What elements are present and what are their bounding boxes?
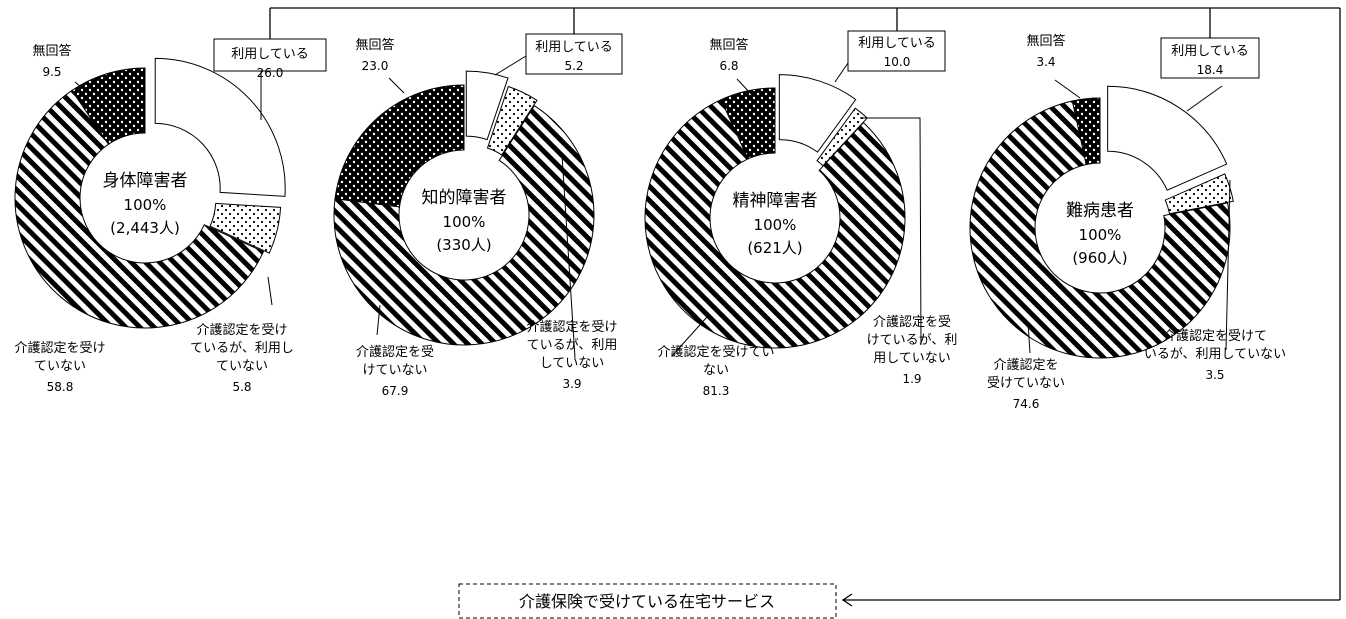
slice-label: 介護認定を受け	[14, 340, 105, 356]
pie-slice-certified_not_using	[486, 85, 538, 156]
footer-label: 介護保険で受けている在宅サービス	[519, 592, 775, 611]
slice-label: ていない	[34, 359, 86, 374]
slice-label: けていない	[362, 363, 427, 378]
slice-label: けているが、利	[867, 333, 958, 348]
center-title: 精神障害者	[733, 191, 818, 211]
slice-label: 介護認定を受けて	[1163, 328, 1267, 344]
leader-line	[834, 62, 849, 83]
center-title: 難病患者	[1066, 201, 1134, 221]
slice-label: 無回答	[355, 37, 394, 53]
connector-bracket	[270, 7, 1341, 607]
donut-chart-1: 身体障害者100%(2,443人)利用している26.0介護認定を受けているが、利…	[14, 8, 327, 394]
leader-line	[1186, 85, 1223, 112]
pie-slice-no_answer	[1071, 97, 1101, 166]
slice-value: 5.2	[564, 59, 583, 73]
using-label-box	[847, 30, 946, 72]
slice-label: 利用している	[858, 36, 936, 51]
slice-label: していない	[540, 356, 605, 371]
slice-value: 26.0	[257, 66, 284, 80]
leader-line	[388, 77, 405, 94]
pie-slice-no_answer	[334, 84, 465, 208]
slice-label: 介護認定を受け	[526, 319, 617, 335]
leader-line	[561, 154, 576, 359]
slice-value: 6.8	[719, 59, 738, 73]
using-label-box	[525, 33, 623, 75]
leader-line	[267, 276, 273, 306]
slice-value: 58.8	[47, 380, 74, 394]
center-title: 身体障害者	[103, 171, 188, 191]
center-percent: 100%	[754, 216, 797, 234]
pie-slice-certified_not_using	[1164, 173, 1234, 215]
slice-value: 3.5	[1205, 368, 1224, 382]
pie-slice-using	[465, 70, 509, 141]
leader-line	[376, 304, 381, 336]
slice-value: 10.0	[884, 55, 911, 69]
pie-slice-not_certified	[644, 99, 906, 349]
leader-line	[1225, 179, 1231, 351]
pie-slice-no_answer	[720, 87, 776, 160]
slice-label: 利用している	[231, 47, 309, 62]
slice-label: 介護認定を受けてい	[657, 344, 774, 360]
center-title: 知的障害者	[422, 188, 507, 208]
pie-slice-using	[1107, 85, 1228, 191]
center-percent: 100%	[443, 213, 486, 231]
slice-label: 無回答	[1026, 33, 1065, 49]
using-label-box	[213, 38, 327, 72]
slice-label: 利用している	[1171, 44, 1249, 59]
slice-value: 67.9	[382, 384, 409, 398]
leader-line	[671, 316, 708, 357]
slice-label: 受けていない	[987, 376, 1065, 391]
center-percent: 100%	[124, 196, 167, 214]
pie-slice-no_answer	[71, 67, 146, 145]
slice-value: 3.4	[1036, 55, 1055, 69]
slice-label: いるが、利用していない	[1144, 347, 1286, 362]
leader-line	[860, 117, 922, 346]
center-count: (330人)	[436, 236, 491, 254]
pie-slice-using	[154, 57, 286, 197]
slice-label: 介護認定を	[993, 357, 1058, 373]
center-percent: 100%	[1079, 226, 1122, 244]
donut-chart-3: 精神障害者 100% (621人) 利用している 10.0 介護認定を受けているが、利用し…	[644, 8, 958, 398]
slice-label: ない	[703, 363, 729, 378]
center-count: (960人)	[1072, 249, 1127, 267]
center-count: (2,443人)	[110, 219, 180, 237]
slice-label: 介護認定を受	[873, 314, 951, 330]
slice-label: 介護認定を受け	[196, 322, 287, 338]
pie-slice-using	[778, 74, 857, 153]
slice-value: 9.5	[42, 65, 61, 79]
slice-label: 利用している	[535, 40, 613, 55]
slice-label: 無回答	[709, 37, 748, 53]
leader-line	[736, 78, 752, 95]
footer-box	[458, 583, 837, 619]
slice-label: ているが、利用	[527, 338, 618, 353]
slice-value: 81.3	[703, 384, 730, 398]
slice-label: 無回答	[32, 43, 71, 59]
slice-value: 23.0	[362, 59, 389, 73]
slice-value: 1.9	[902, 372, 921, 386]
leader-line	[494, 55, 527, 76]
pie-slice-not_certified	[333, 104, 595, 346]
donut-chart-2: 知的障害者 100% (330人) 利用している 5.2 介護認定を受けているが、利用して…	[333, 8, 623, 398]
slice-value: 18.4	[1197, 63, 1224, 77]
leader-line	[1027, 321, 1031, 354]
leader-line	[74, 81, 105, 107]
donut-chart-4: 難病患者 100% (960人) 利用している 18.4 介護認定を受けているが、利用して…	[969, 8, 1286, 411]
pie-slice-certified_not_using	[209, 202, 282, 254]
pie-slice-not_certified	[969, 100, 1231, 359]
using-label-box	[1160, 37, 1260, 79]
charts-layer: 身体障害者100%(2,443人)利用している26.0介護認定を受けているが、利…	[14, 8, 1286, 411]
slice-value: 5.8	[232, 380, 251, 394]
slice-value: 74.6	[1013, 397, 1040, 411]
slice-label: ているが、利用し	[190, 341, 294, 356]
slice-label: ていない	[216, 359, 268, 374]
leader-line	[1054, 79, 1081, 99]
center-count: (621人)	[747, 239, 802, 257]
pie-slice-not_certified	[14, 89, 265, 329]
slice-label: 用していない	[873, 351, 951, 366]
slice-label: 介護認定を受	[356, 344, 434, 360]
slice-value: 3.9	[562, 377, 581, 391]
